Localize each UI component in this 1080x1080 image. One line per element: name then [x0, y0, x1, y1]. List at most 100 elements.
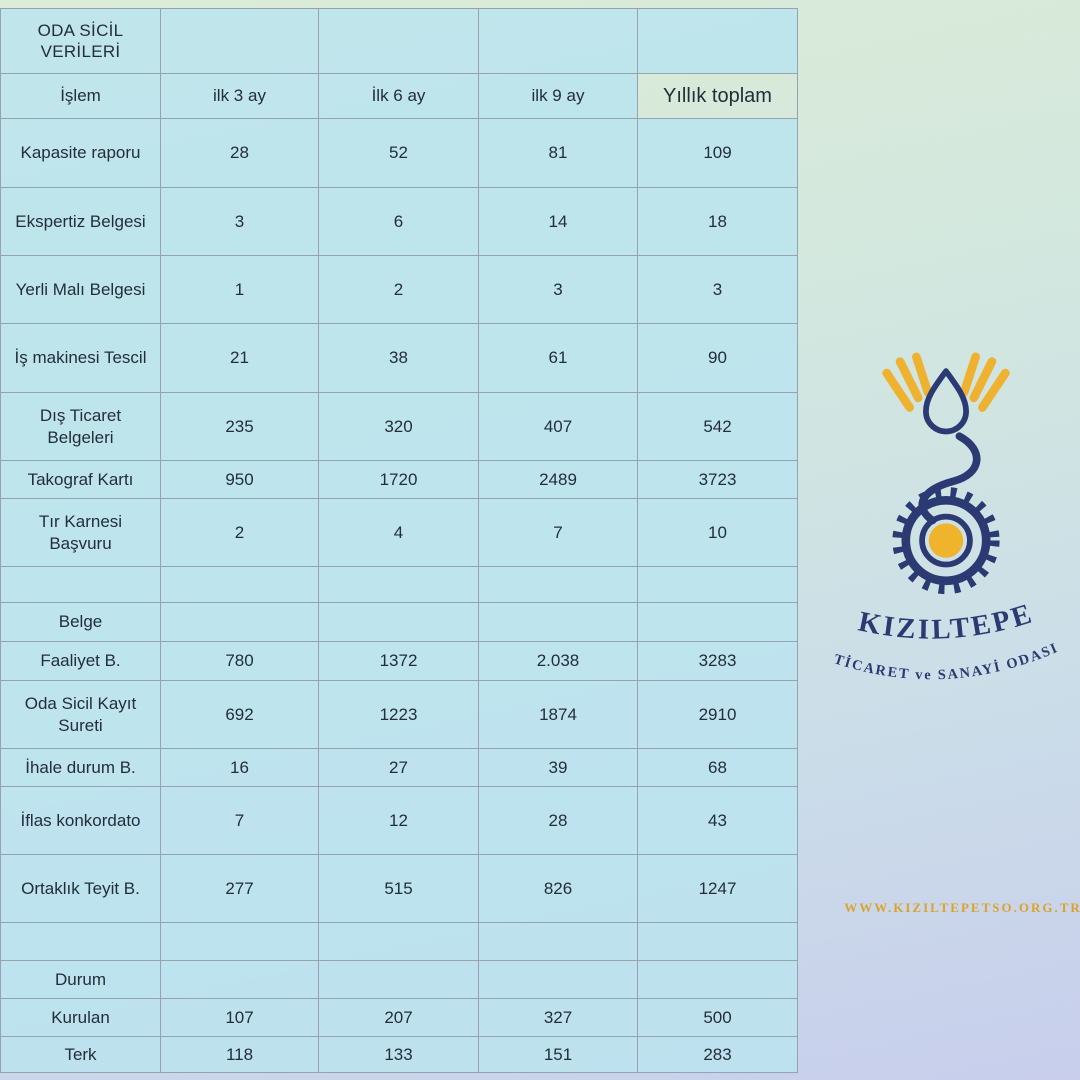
row-value: 1874	[478, 680, 638, 749]
row-value: 2489	[478, 460, 638, 499]
empty-cell	[318, 8, 479, 74]
row-label: İhale durum B.	[0, 748, 161, 787]
row-value	[160, 602, 319, 642]
row-value: 28	[478, 786, 638, 855]
row-value: 277	[160, 854, 319, 923]
row-label: Takograf Kartı	[0, 460, 161, 499]
table-row: Oda Sicil Kayıt Sureti 692 1223 1874 2910	[0, 680, 798, 749]
row-value: 10	[637, 498, 798, 567]
row-label: Dış Ticaret Belgeleri	[0, 392, 161, 461]
row-value	[478, 960, 638, 999]
column-header-ilk-6-ay: İlk 6 ay	[318, 73, 479, 119]
row-value: 500	[637, 998, 798, 1037]
table-row	[0, 566, 798, 603]
table-row: İş makinesi Tescil 21 38 61 90	[0, 323, 798, 393]
gear-icon	[892, 486, 1000, 595]
row-value: 7	[160, 786, 319, 855]
row-label	[0, 922, 161, 961]
row-value	[160, 960, 319, 999]
row-value	[478, 602, 638, 642]
row-label: Kapasite raporu	[0, 118, 161, 188]
table-row: Ortaklık Teyit B. 277 515 826 1247	[0, 854, 798, 923]
table-body: Kapasite raporu 28 52 81 109 Ekspertiz Belges…	[0, 118, 798, 1073]
row-value: 1372	[318, 641, 479, 681]
row-value: 3	[160, 187, 319, 256]
row-value: 6	[318, 187, 479, 256]
row-value: 43	[637, 786, 798, 855]
row-value: 4	[318, 498, 479, 567]
row-value: 109	[637, 118, 798, 188]
row-value	[478, 566, 638, 603]
row-label: Ortaklık Teyit B.	[0, 854, 161, 923]
table-row: Yerli Malı Belgesi 1 2 3 3	[0, 255, 798, 324]
row-value: 27	[318, 748, 479, 787]
row-value	[637, 960, 798, 999]
row-value: 2	[318, 255, 479, 324]
wheat-left-icon	[882, 352, 933, 412]
table-row: Kapasite raporu 28 52 81 109	[0, 118, 798, 188]
row-value: 320	[318, 392, 479, 461]
row-value: 3723	[637, 460, 798, 499]
table-row: Faaliyet B. 780 1372 2.038 3283	[0, 641, 798, 681]
row-value: 90	[637, 323, 798, 393]
row-value: 207	[318, 998, 479, 1037]
row-value: 692	[160, 680, 319, 749]
row-label: Faaliyet B.	[0, 641, 161, 681]
table-row: Tır Karnesi Başvuru 2 4 7 10	[0, 498, 798, 567]
row-value: 14	[478, 187, 638, 256]
row-value: 133	[318, 1036, 479, 1073]
row-value: 3	[478, 255, 638, 324]
row-value: 68	[637, 748, 798, 787]
table-row: Belge	[0, 602, 798, 642]
row-label: Terk	[0, 1036, 161, 1073]
row-value	[637, 566, 798, 603]
row-value: 826	[478, 854, 638, 923]
row-value: 7	[478, 498, 638, 567]
row-value: 52	[318, 118, 479, 188]
row-value: 2910	[637, 680, 798, 749]
row-value	[478, 922, 638, 961]
wheat-right-icon	[959, 352, 1010, 412]
oda-sicil-table: ODA SİCİL VERİLERİ İşlem ilk 3 ay İlk 6 …	[0, 8, 798, 1073]
logo-subtitle-text: TİCARET ve SANAYİ ODASI	[832, 640, 1061, 683]
website-url: WWW.KIZILTEPETSO.ORG.TR	[844, 900, 1080, 915]
row-value: 950	[160, 460, 319, 499]
row-value: 235	[160, 392, 319, 461]
row-value	[160, 922, 319, 961]
row-label: İş makinesi Tescil	[0, 323, 161, 393]
row-value: 38	[318, 323, 479, 393]
row-label: Ekspertiz Belgesi	[0, 187, 161, 256]
row-value: 407	[478, 392, 638, 461]
row-value: 283	[637, 1036, 798, 1073]
row-value: 118	[160, 1036, 319, 1073]
row-label	[0, 566, 161, 603]
table-title: ODA SİCİL VERİLERİ	[0, 8, 161, 74]
row-label: Durum	[0, 960, 161, 999]
column-header-yillik-toplam: Yıllık toplam	[637, 73, 798, 119]
row-value: 542	[637, 392, 798, 461]
table-header-row: İşlem ilk 3 ay İlk 6 ay ilk 9 ay Yıllık …	[0, 73, 798, 119]
row-value: 3	[637, 255, 798, 324]
chamber-logo: KIZILTEPE TİCARET ve SANAYİ ODASI	[812, 352, 1080, 687]
table-row: Kurulan 107 207 327 500	[0, 998, 798, 1037]
table-row: Takograf Kartı 950 1720 2489 3723	[0, 460, 798, 499]
empty-cell	[637, 8, 798, 74]
row-value: 39	[478, 748, 638, 787]
row-value: 1720	[318, 460, 479, 499]
row-value: 12	[318, 786, 479, 855]
row-label: Kurulan	[0, 998, 161, 1037]
logo-name-text: KIZILTEPE	[856, 597, 1038, 646]
row-value	[318, 922, 479, 961]
table-row: Ekspertiz Belgesi 3 6 14 18	[0, 187, 798, 256]
empty-cell	[478, 8, 638, 74]
table-row: Terk 118 133 151 283	[0, 1036, 798, 1073]
gear-center-dot	[928, 523, 964, 558]
column-header-ilk-9-ay: ilk 9 ay	[478, 73, 638, 119]
table-title-row: ODA SİCİL VERİLERİ	[0, 8, 798, 74]
row-value: 18	[637, 187, 798, 256]
row-value: 327	[478, 998, 638, 1037]
table-row: İflas konkordato 7 12 28 43	[0, 786, 798, 855]
row-value: 515	[318, 854, 479, 923]
row-value: 2	[160, 498, 319, 567]
row-value: 28	[160, 118, 319, 188]
